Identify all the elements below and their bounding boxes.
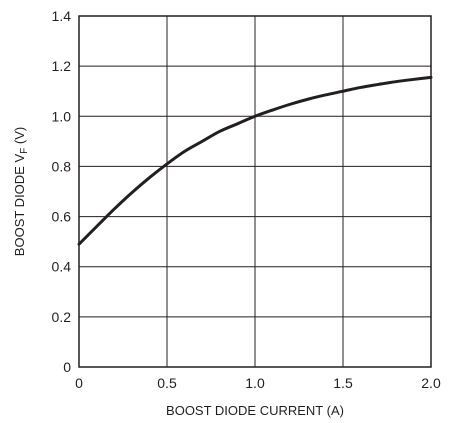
y-tick-label: 0 (63, 359, 71, 375)
y-tick-label: 0.2 (52, 309, 72, 325)
series-line (77, 75, 433, 246)
plot-frame (78, 15, 432, 368)
x-axis-label: BOOST DIODE CURRENT (A) (166, 403, 344, 418)
x-tick-label: 2.0 (421, 375, 441, 391)
x-tick-label: 1.0 (245, 375, 265, 391)
x-tick-labels: 0 0.5 1.0 1.5 2.0 (75, 375, 441, 391)
x-tick-label: 0.5 (157, 375, 177, 391)
x-tick-label: 0 (75, 375, 83, 391)
y-tick-label: 1.0 (52, 108, 72, 124)
x-tick-label: 1.5 (333, 375, 353, 391)
y-axis-label: BOOST DIODE VF (V) (12, 127, 30, 256)
y-tick-label: 1.2 (52, 58, 72, 74)
y-axis-label-main: BOOST DIODE V (12, 154, 27, 257)
y-tick-label: 0.8 (52, 158, 72, 174)
y-tick-label: 0.4 (52, 259, 72, 275)
series-layer (77, 75, 433, 246)
y-tick-label: 1.4 (52, 8, 72, 24)
y-tick-label: 0.6 (52, 209, 72, 225)
y-tick-labels: 0 0.2 0.4 0.6 0.8 1.0 1.2 1.4 (52, 8, 72, 375)
y-axis-label-subscript: F (19, 148, 30, 154)
y-axis-label-unit: (V) (12, 127, 27, 148)
